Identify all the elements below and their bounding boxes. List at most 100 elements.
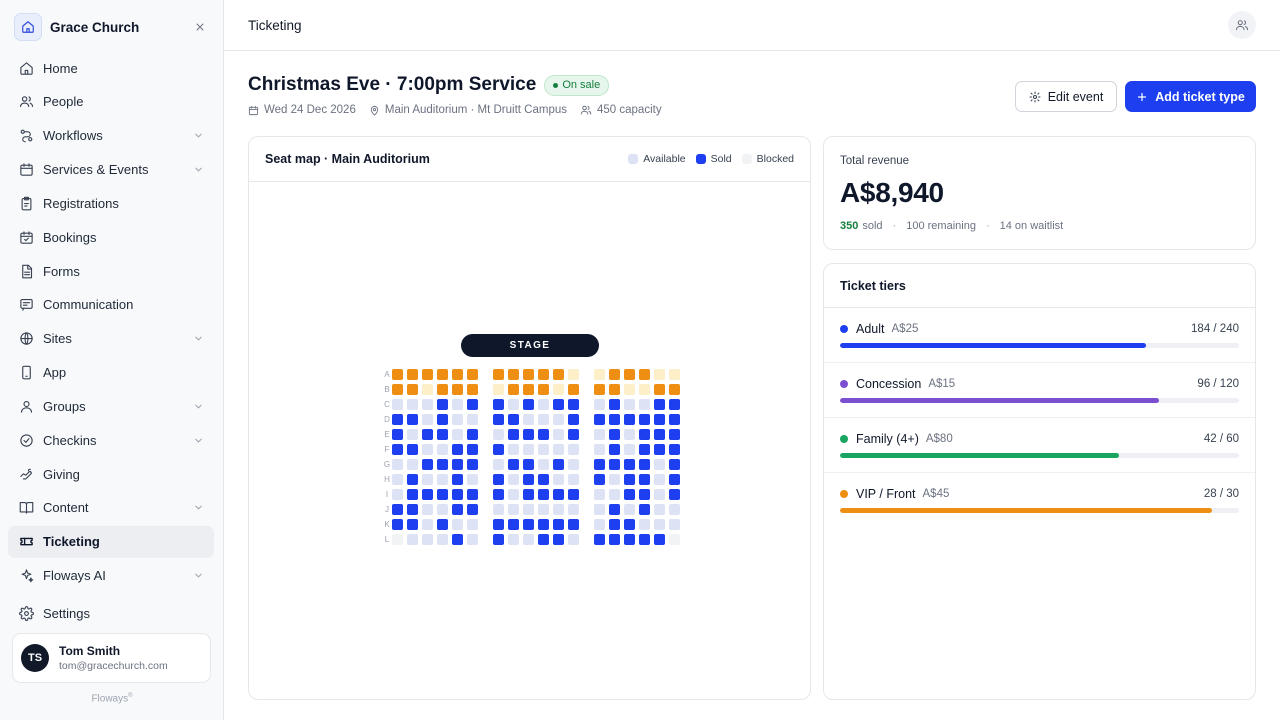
seat[interactable] [493,399,504,410]
seat[interactable] [407,414,418,425]
seat[interactable] [624,504,635,515]
seat[interactable] [538,474,549,485]
seat[interactable] [624,369,635,380]
seat[interactable] [553,504,564,515]
seat[interactable] [422,384,433,395]
seat[interactable] [568,459,579,470]
seat[interactable] [609,384,620,395]
ticket-tier[interactable]: VIP / Front A$45 28 / 30 [824,473,1255,528]
seat[interactable] [392,369,403,380]
seat[interactable] [609,504,620,515]
seat[interactable] [594,474,605,485]
seat[interactable] [624,534,635,545]
seat[interactable] [422,519,433,530]
seat[interactable] [639,414,650,425]
seat[interactable] [523,369,534,380]
seat[interactable] [639,369,650,380]
ticket-tier[interactable]: Concession A$15 96 / 120 [824,363,1255,418]
seat[interactable] [609,519,620,530]
seat[interactable] [508,414,519,425]
seat[interactable] [654,369,665,380]
seat[interactable] [654,519,665,530]
seat[interactable] [538,429,549,440]
seat[interactable] [493,444,504,455]
seat[interactable] [467,369,478,380]
seat[interactable] [437,519,448,530]
seat[interactable] [538,534,549,545]
seat[interactable] [669,444,680,455]
seat[interactable] [523,504,534,515]
seat[interactable] [467,459,478,470]
seat[interactable] [508,384,519,395]
seat[interactable] [609,474,620,485]
seat[interactable] [538,369,549,380]
seat[interactable] [538,444,549,455]
seat[interactable] [568,429,579,440]
seat[interactable] [508,489,519,500]
seat[interactable] [639,459,650,470]
seat[interactable] [624,459,635,470]
seat[interactable] [467,534,478,545]
seat[interactable] [437,384,448,395]
seat[interactable] [639,429,650,440]
seat[interactable] [508,399,519,410]
add-ticket-type-button[interactable]: Add ticket type [1125,81,1256,112]
seat[interactable] [493,519,504,530]
seat[interactable] [594,444,605,455]
seat[interactable] [392,384,403,395]
seat[interactable] [392,534,403,545]
seat[interactable] [407,384,418,395]
close-icon[interactable] [190,17,210,37]
org-switcher[interactable]: Grace Church [14,13,210,41]
seat[interactable] [669,489,680,500]
seat[interactable] [609,429,620,440]
seat[interactable] [452,384,463,395]
chevron-down-icon[interactable] [192,164,204,176]
seat[interactable] [523,459,534,470]
seat[interactable] [639,519,650,530]
seat[interactable] [422,534,433,545]
seat[interactable] [654,399,665,410]
seat[interactable] [568,399,579,410]
sidebar-item-ticketing[interactable]: Ticketing [8,525,214,558]
seat[interactable] [508,429,519,440]
seat[interactable] [609,414,620,425]
sidebar-item-bookings[interactable]: Bookings [8,221,214,253]
seat[interactable] [407,399,418,410]
seat[interactable] [523,429,534,440]
seat[interactable] [553,459,564,470]
seat[interactable] [594,534,605,545]
seat[interactable] [392,429,403,440]
seat[interactable] [594,369,605,380]
sidebar-item-groups[interactable]: Groups [8,390,214,422]
seat[interactable] [437,429,448,440]
seat[interactable] [422,474,433,485]
seat[interactable] [654,459,665,470]
seat[interactable] [594,459,605,470]
seat[interactable] [553,399,564,410]
seat[interactable] [422,489,433,500]
seat[interactable] [568,444,579,455]
seat[interactable] [654,384,665,395]
seat[interactable] [508,444,519,455]
sidebar-item-sites[interactable]: Sites [8,323,214,355]
seat[interactable] [437,504,448,515]
seat[interactable] [493,534,504,545]
seat[interactable] [523,489,534,500]
chevron-down-icon[interactable] [192,130,204,142]
seat[interactable] [437,534,448,545]
seat[interactable] [624,474,635,485]
seat[interactable] [467,399,478,410]
seat[interactable] [538,519,549,530]
sidebar-item-settings[interactable]: Settings [8,597,214,629]
sidebar-item-forms[interactable]: Forms [8,255,214,287]
seat[interactable] [407,489,418,500]
chevron-down-icon[interactable] [192,400,204,412]
seat[interactable] [654,444,665,455]
seat[interactable] [467,429,478,440]
seat[interactable] [624,399,635,410]
seat[interactable] [467,474,478,485]
seat[interactable] [654,474,665,485]
seat[interactable] [493,429,504,440]
seat[interactable] [624,519,635,530]
